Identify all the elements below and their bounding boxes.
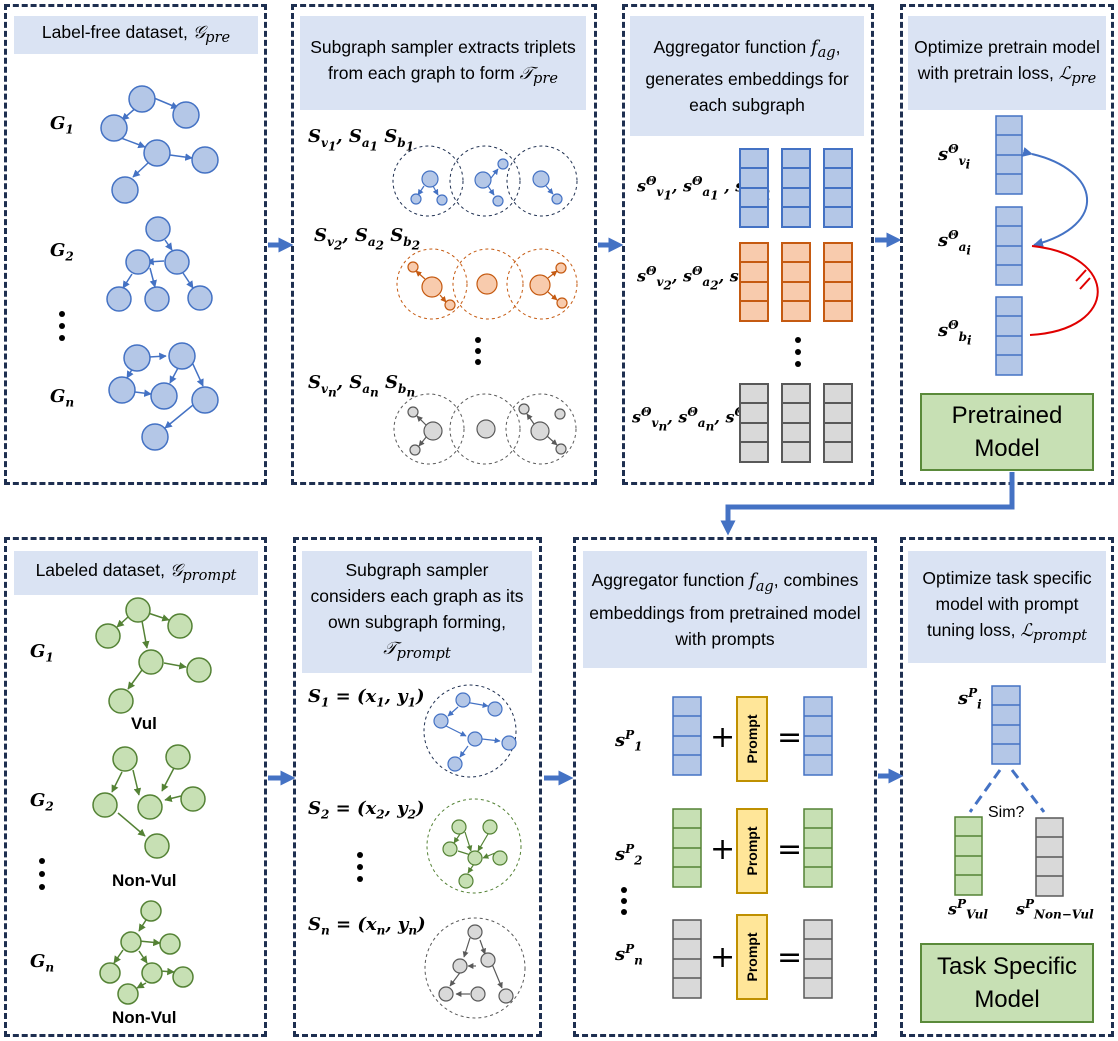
ellipsis-top-p1 — [59, 311, 65, 341]
triplet-row-n — [393, 393, 577, 465]
similarity-dashes — [968, 769, 1046, 813]
graph-gn — [108, 342, 219, 451]
prompt-embed-label-n: sPn — [615, 942, 643, 968]
equals-sign-2: = — [777, 832, 803, 867]
graph-label-gn: Gn — [50, 386, 75, 410]
pretrain-embeddings — [995, 115, 1023, 376]
pretrain-label-v: sΘvi — [938, 142, 971, 171]
sample-subgraph-1 — [423, 684, 517, 778]
graph-label-gn-bottom: Gn — [30, 951, 55, 975]
task-embed-label-i: sPi — [958, 686, 982, 712]
task-embed-label-non-vul: sPNon−Vul — [1016, 897, 1094, 922]
triplet-label-n: Svn, San Sbn — [308, 372, 416, 399]
triplet-row-1 — [392, 145, 578, 217]
panel-labeled-dataset — [4, 537, 267, 1037]
equals-sign-n: = — [777, 940, 803, 975]
pretrained-model-box: Pretrained Model — [920, 393, 1094, 471]
graph-g2 — [106, 216, 213, 312]
plus-sign-2: + — [710, 832, 736, 867]
sample-label-n: Sn = (xn, yn) — [308, 914, 426, 938]
header-label-free-dataset: Label-free dataset, 𝒢pre — [14, 16, 258, 54]
task-embed-label-vul: sPVul — [948, 897, 988, 922]
sim-label: Sim? — [988, 804, 1025, 821]
sample-subgraph-2 — [426, 798, 522, 894]
graph-label-g1: G1 — [50, 113, 74, 137]
plus-sign-n: + — [710, 940, 736, 975]
header-aggregator-pre: Aggregator function fag, generates embed… — [630, 16, 864, 136]
negative-cut-marks — [1075, 269, 1091, 290]
header-aggregator-prompt: Aggregator function fag, combines embedd… — [583, 551, 867, 668]
sample-label-2: S2 = (x2, y2) — [308, 798, 425, 822]
pretrain-label-b: sΘbi — [938, 318, 972, 347]
sample-label-1: S1 = (x1, y1) — [308, 686, 425, 710]
header-subgraph-sampler-pre: Subgraph sampler extracts triplets from … — [300, 16, 586, 110]
positive-pair-arc — [1022, 147, 1089, 248]
prompt-box-2: Prompt — [736, 808, 768, 894]
negative-pair-arc — [1029, 245, 1099, 336]
graph-label-g1-bottom: G1 — [30, 641, 54, 665]
ellipsis-top-p2 — [475, 337, 481, 365]
task-embeddings — [954, 685, 1064, 897]
prompt-stacks — [621, 696, 833, 999]
prompt-embed-label-2: sP2 — [615, 842, 643, 868]
triplet-row-2 — [396, 248, 578, 320]
graph-g1 — [100, 85, 219, 204]
header-labeled-dataset: Labeled dataset, 𝒢prompt — [14, 551, 258, 595]
embedding-stacks-top — [739, 148, 853, 463]
task-specific-model-box: Task Specific Model — [920, 943, 1094, 1023]
header-task-optimize: Optimize task specific model with prompt… — [908, 551, 1106, 663]
graph-label-g2: G2 — [50, 240, 74, 264]
triplet-label-2: Sv2, Sa2 Sb2 — [314, 225, 421, 252]
prompt-box-n: Prompt — [736, 914, 768, 1000]
ellipsis-bottom-p1 — [39, 858, 45, 890]
equals-sign-1: = — [777, 720, 803, 755]
graph-g2-green — [92, 744, 206, 859]
graph-label-g2-bottom: G2 — [30, 790, 54, 814]
plus-sign-1: + — [710, 720, 736, 755]
triplet-label-1: Sv1, Sa1 Sb1 — [308, 126, 415, 153]
prompt-box-1: Prompt — [736, 696, 768, 782]
class-label-non-vul-2: Non-Vul — [112, 1008, 177, 1027]
panel-label-free-dataset — [4, 4, 267, 485]
pretrain-label-a: sΘai — [938, 228, 971, 257]
ellipsis-bottom-p2 — [357, 852, 363, 882]
header-subgraph-sampler-prompt: Subgraph sampler considers each graph as… — [302, 551, 532, 673]
class-label-vul: Vul — [131, 714, 157, 733]
sample-subgraph-n — [424, 917, 526, 1019]
flow-arrows — [268, 232, 1015, 786]
graph-g1-green — [95, 597, 212, 714]
prompt-embed-label-1: sP1 — [615, 728, 643, 754]
graph-gn-green — [99, 900, 194, 1005]
class-label-non-vul-1: Non-Vul — [112, 871, 177, 890]
header-pretrain-optimize: Optimize pretrain model with pretrain lo… — [908, 16, 1106, 110]
